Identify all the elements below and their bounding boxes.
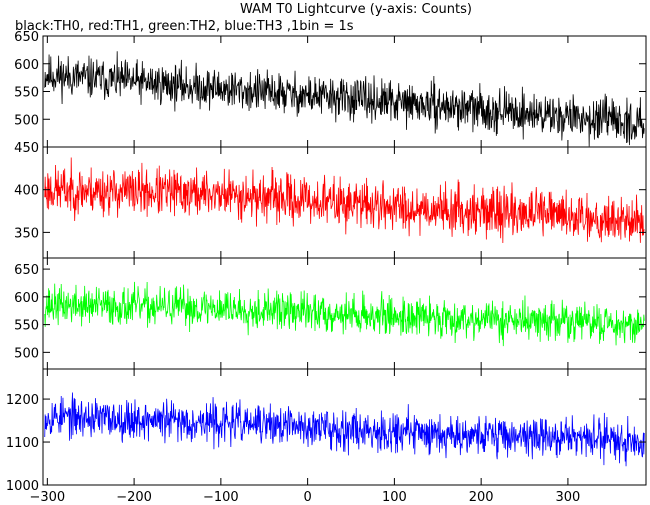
panel-th1: 350 400 [14, 146, 647, 259]
y-tick-label: 550 [14, 319, 39, 334]
x-tick-label: 300 [555, 490, 580, 505]
y-tick-label: 450 [14, 141, 39, 156]
y-tick-label: 350 [14, 226, 39, 241]
y-tick-label: 600 [14, 58, 39, 73]
x-tick-label: 0 [303, 490, 311, 505]
y-tick-label: 1000 [6, 479, 39, 494]
series-line-th2 [44, 281, 645, 347]
y-tick-label: 500 [14, 346, 39, 361]
y-tick-label: 1100 [6, 436, 39, 451]
x-tick-label: 200 [469, 490, 494, 505]
panel-th3: 1000 1100 1200 [6, 368, 647, 494]
x-tick-label: −100 [203, 490, 239, 505]
x-axis: −300 −200 −100 0 100 200 300 [29, 490, 580, 505]
chart-title: WAM T0 Lightcurve (y-axis: Counts) [240, 2, 472, 17]
panel-frame [42, 368, 647, 486]
panel-th2: 500 550 600 650 [14, 257, 647, 370]
chart-subtitle: black:TH0, red:TH1, green:TH2, blue:TH3 … [15, 19, 354, 34]
series-line-th1 [44, 157, 645, 244]
y-tick-label: 400 [14, 184, 39, 199]
y-tick-label: 600 [14, 291, 39, 306]
x-tick-label: −200 [116, 490, 152, 505]
y-tick-label: 650 [14, 30, 39, 45]
series-line-th3 [44, 392, 645, 467]
panel-th0: 450 500 550 600 650 [14, 30, 647, 156]
panels: 450 500 550 600 650 350 400 500 550 600 650 1000 110… [6, 30, 647, 494]
y-tick-label: 1200 [6, 393, 39, 408]
x-tick-label: −300 [29, 490, 65, 505]
y-tick-label: 550 [14, 86, 39, 101]
x-tick-label: 100 [382, 490, 407, 505]
y-tick-label: 500 [14, 113, 39, 128]
series-line-th0 [44, 51, 645, 147]
y-tick-label: 650 [14, 263, 39, 278]
